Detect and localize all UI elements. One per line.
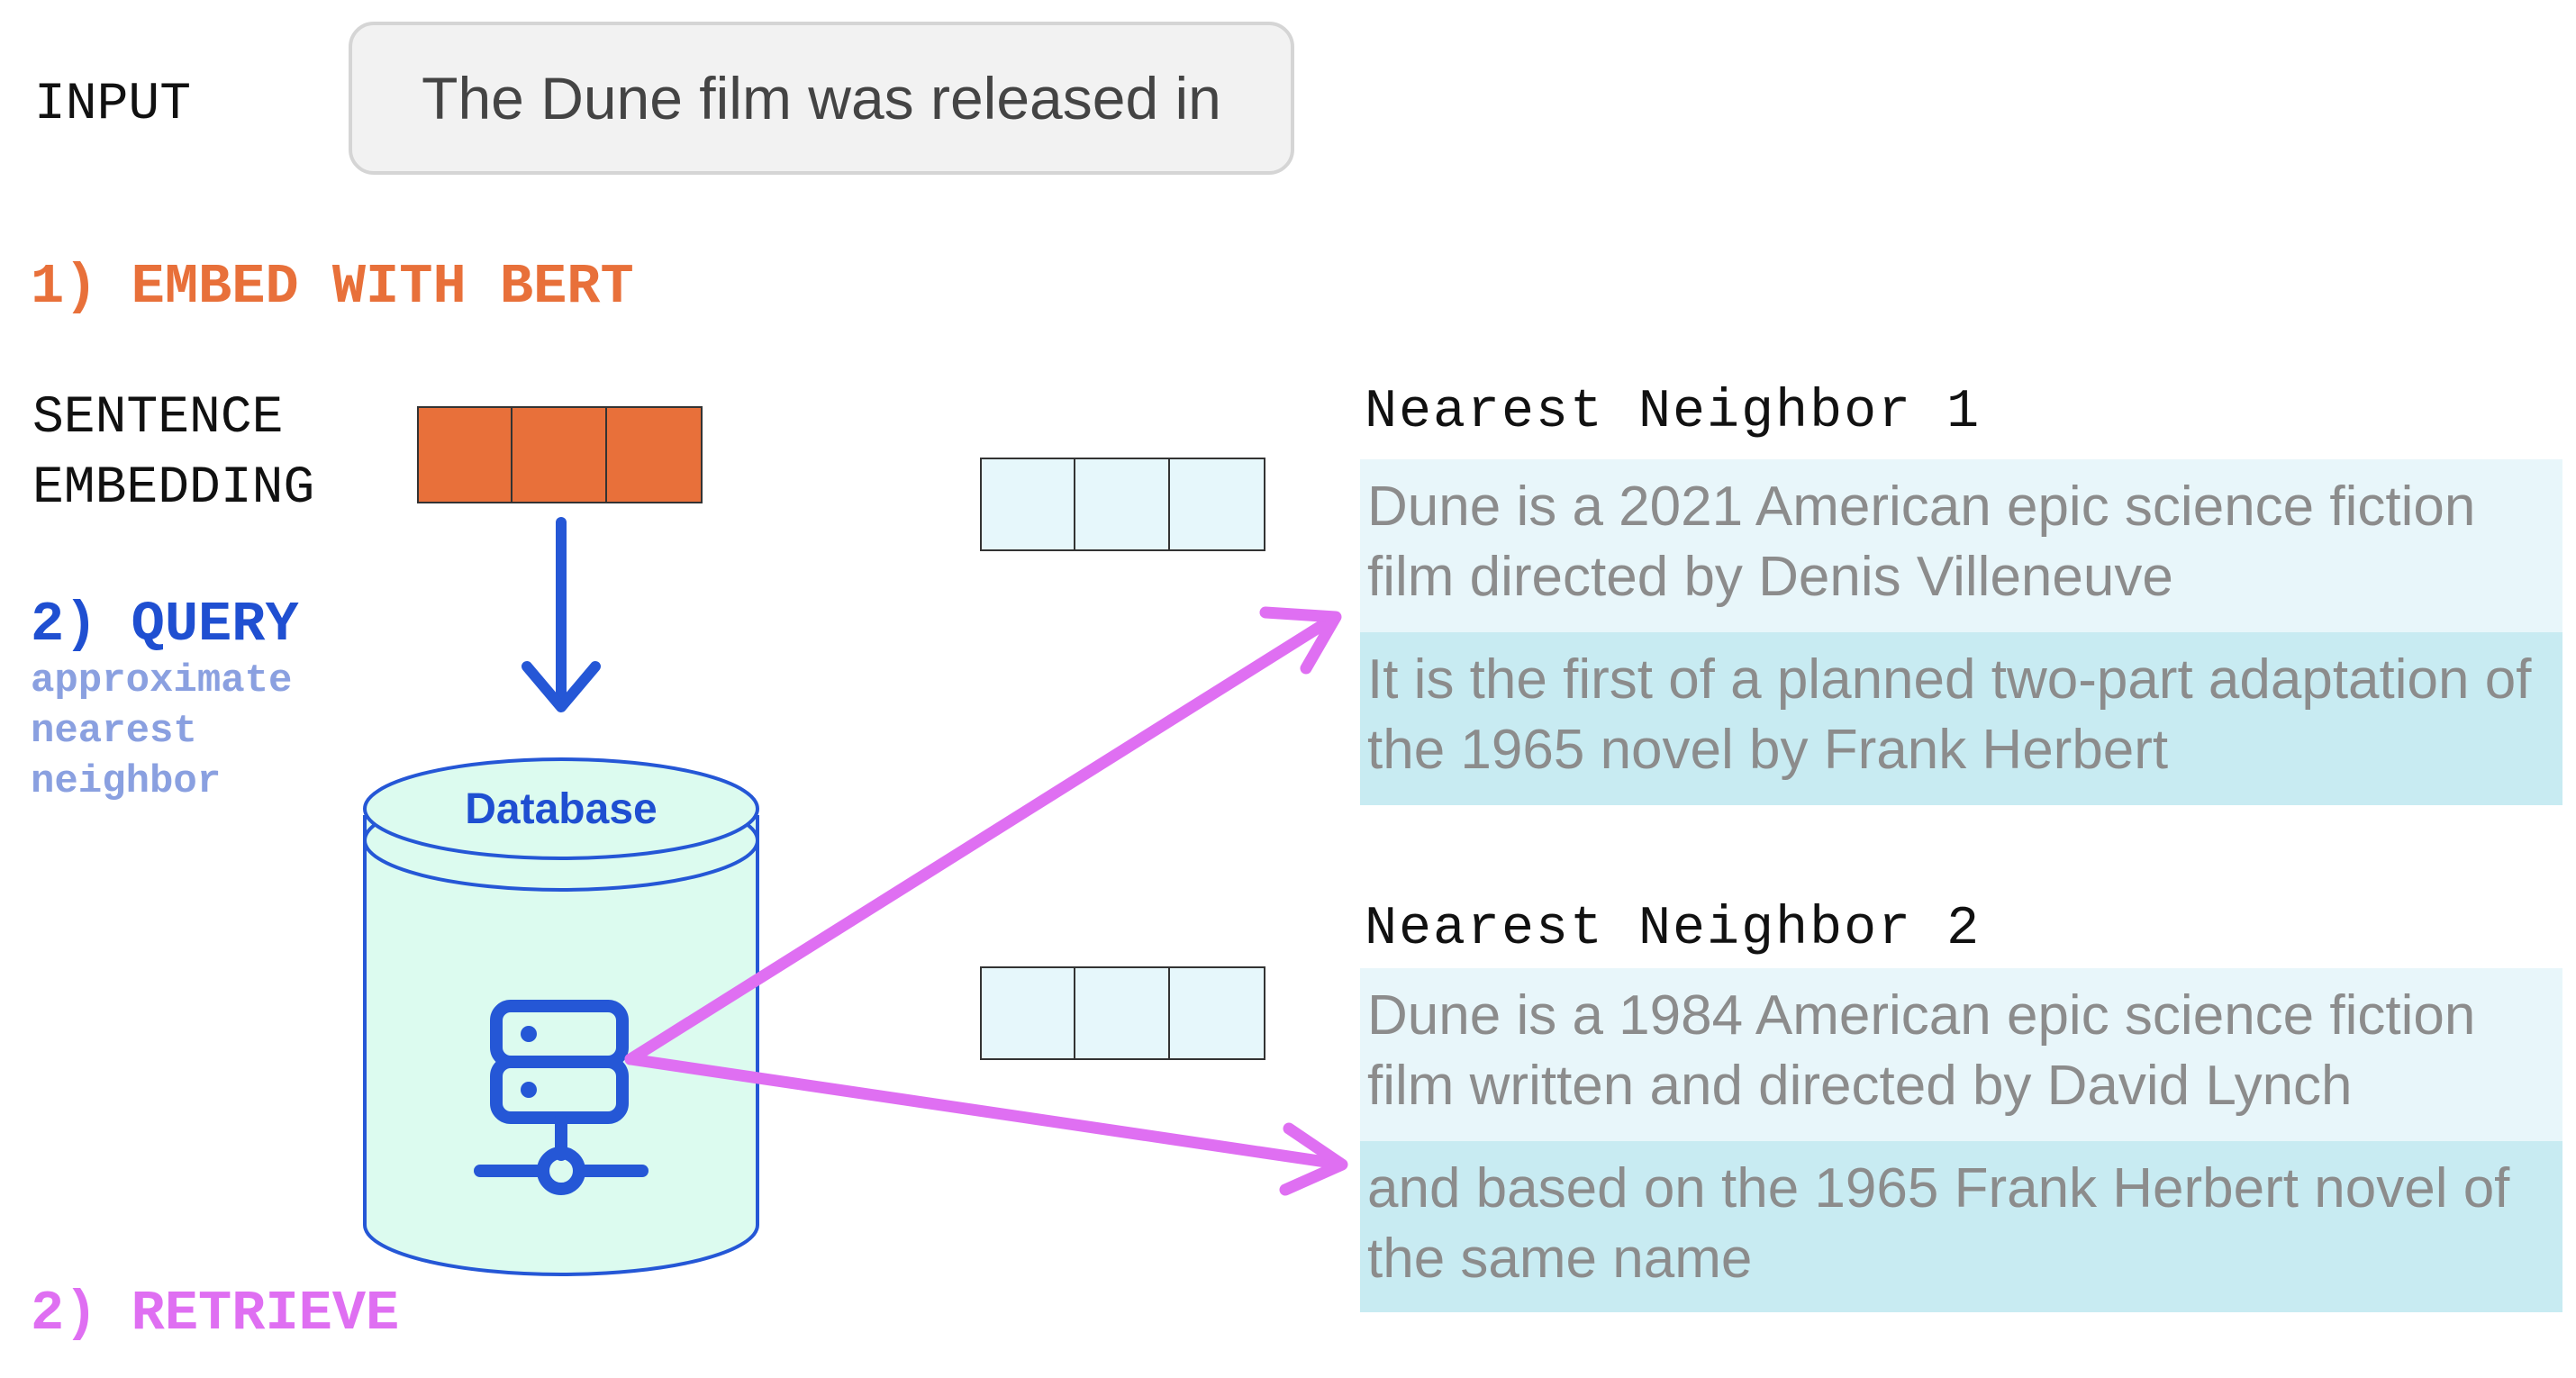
neighbor-1-title: Nearest Neighbor 1: [1365, 382, 1982, 443]
neighbor-vector-cell: [1075, 458, 1170, 551]
neighbor-2-chunk-1: Dune is a 1984 American epic science fic…: [1360, 968, 2562, 1141]
retrieve-arrow-1: [624, 606, 1342, 1065]
step-embed-label: 1) EMBED WITH BERT: [31, 255, 634, 319]
query-sublabel-line: nearest: [31, 709, 197, 754]
neighbor-2-chunk-2: and based on the 1965 Frank Herbert nove…: [1360, 1141, 2562, 1312]
database-cylinder: [363, 757, 759, 1276]
neighbor-2-title: Nearest Neighbor 2: [1365, 899, 1982, 960]
input-label: INPUT: [34, 76, 192, 134]
neighbor-2-vector: [980, 966, 1265, 1060]
query-sublabel: approximate nearest neighbor: [31, 656, 292, 807]
neighbor-vector-cell: [1170, 966, 1265, 1060]
query-embedding-cell: [512, 406, 607, 503]
query-sublabel-line: neighbor: [31, 759, 222, 804]
query-sublabel-line: approximate: [31, 658, 293, 703]
neighbor-vector-cell: [980, 458, 1075, 551]
sentence-embedding-label-line1: SENTENCE: [32, 389, 284, 448]
retrieve-arrow-2: [624, 1053, 1348, 1196]
step-retrieve-label: 2) RETRIEVE: [31, 1282, 400, 1346]
neighbor-1-chunk-2: It is the first of a planned two-part ad…: [1360, 632, 2562, 805]
query-embedding-vector: [417, 406, 703, 503]
neighbor-vector-cell: [1170, 458, 1265, 551]
server-icon-lights: [521, 1026, 537, 1098]
neighbor-vector-cell: [980, 966, 1075, 1060]
step-query-label: 2) QUERY: [31, 593, 299, 657]
input-text-box[interactable]: The Dune film was released in: [349, 22, 1294, 175]
neighbor-1-chunk-1: Dune is a 2021 American epic science fic…: [1360, 459, 2562, 632]
sentence-embedding-label-line2: EMBEDDING: [32, 459, 315, 518]
neighbor-vector-cell: [1075, 966, 1170, 1060]
query-embedding-cell: [417, 406, 512, 503]
server-icon: [474, 1000, 649, 1195]
neighbor-1-vector: [980, 458, 1265, 551]
query-embedding-cell: [607, 406, 703, 503]
query-arrow: [522, 517, 601, 712]
database-label: Database: [465, 785, 657, 833]
